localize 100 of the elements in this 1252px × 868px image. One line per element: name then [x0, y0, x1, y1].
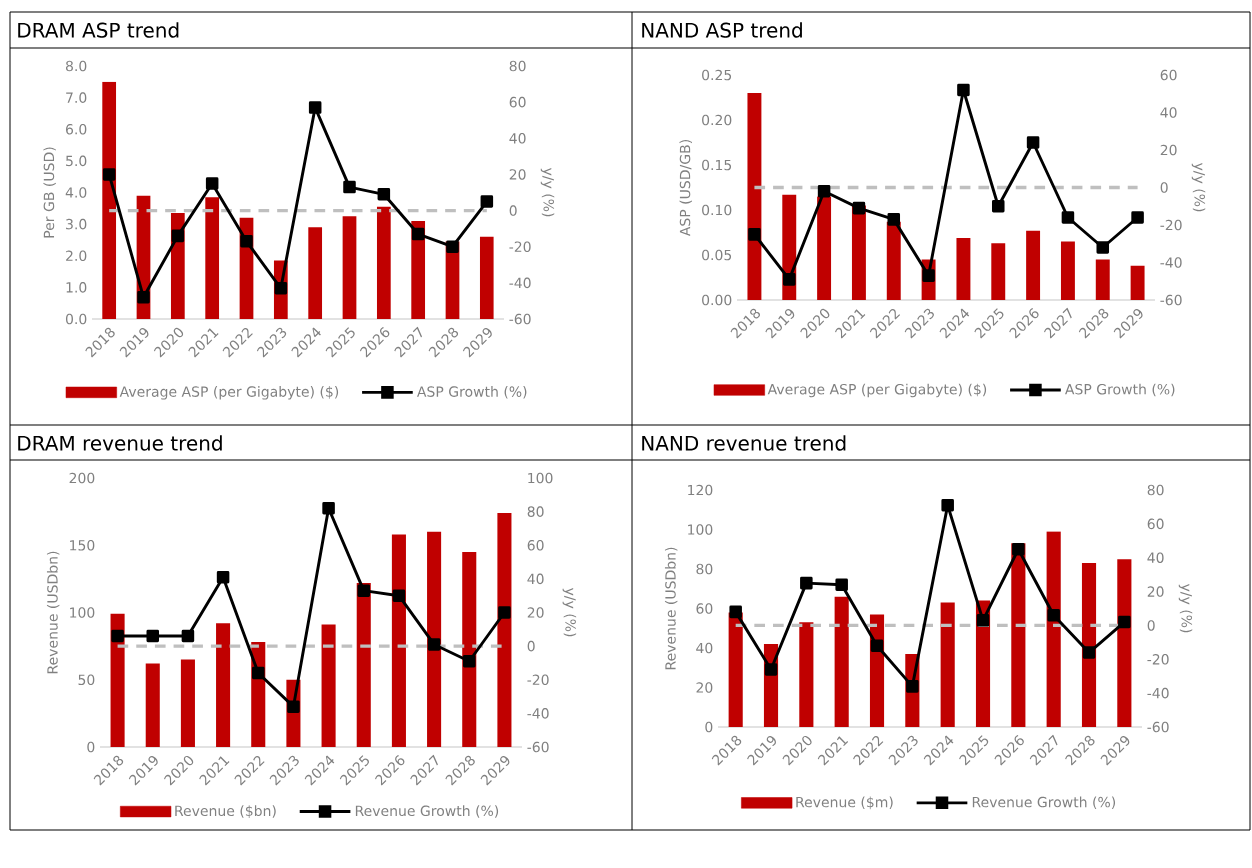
point — [181, 629, 195, 643]
bar — [391, 534, 406, 748]
point — [782, 273, 796, 286]
y2-tick-label: -40 — [527, 708, 549, 719]
point — [308, 101, 322, 114]
y2-tick-label: -20 — [527, 674, 549, 686]
y2-tick-label: 20 — [509, 169, 526, 180]
y-tick-label: 0.00 — [702, 294, 732, 306]
point — [748, 228, 761, 241]
bar — [102, 81, 117, 319]
bar — [342, 216, 357, 319]
legend-label: Average ASP (per Gigabyte) ($) — [119, 386, 339, 400]
bar — [356, 582, 371, 748]
y2-tick-label: -60 — [1147, 721, 1169, 733]
y2-tick-label: -20 — [509, 241, 531, 253]
y-tick-label: 20 — [696, 682, 713, 693]
chart-title: NAND ASP trend — [642, 22, 802, 38]
bar — [1095, 259, 1110, 301]
bar — [747, 93, 762, 301]
point — [446, 240, 459, 253]
y-tick-label: 7.0 — [66, 92, 87, 103]
point — [480, 195, 494, 208]
y2-tick-label: -60 — [509, 313, 531, 325]
y2-tick-label: -60 — [527, 741, 549, 753]
point — [498, 606, 511, 619]
chart-title: NAND revenue trend — [642, 435, 846, 451]
bar — [497, 512, 512, 748]
bar — [376, 206, 391, 319]
point — [274, 282, 288, 295]
point — [171, 229, 185, 243]
bar — [180, 659, 195, 748]
point — [322, 502, 335, 515]
bar — [216, 623, 231, 748]
bar — [308, 227, 323, 319]
legend-label: ASP Growth (%) — [416, 386, 527, 399]
bar — [145, 663, 160, 748]
y-tick-label: 0.0 — [65, 313, 87, 325]
point — [1061, 211, 1075, 224]
point — [870, 639, 884, 653]
bar — [1011, 543, 1026, 728]
y2-tick-label: 40 — [509, 133, 526, 144]
y-axis-title: Revenue (USDbn) — [664, 547, 678, 670]
point — [251, 666, 265, 680]
point — [102, 168, 116, 181]
bar — [1081, 563, 1097, 728]
point — [343, 180, 356, 194]
bar — [817, 196, 832, 301]
point — [427, 638, 441, 651]
y-tick-label: 150 — [70, 539, 95, 551]
bar — [1117, 559, 1132, 728]
point — [1026, 136, 1040, 149]
y-tick-label: 100 — [70, 607, 95, 618]
point — [357, 584, 371, 597]
point — [764, 663, 778, 676]
bar — [205, 197, 220, 319]
y2-tick-label: 0 — [509, 205, 517, 216]
y2-axis-title: y/y (%) — [562, 587, 577, 637]
y2-tick-label: -40 — [1160, 257, 1182, 268]
bar — [799, 622, 814, 728]
point — [991, 199, 1005, 213]
y2-tick-label: 0 — [1147, 620, 1155, 631]
y2-tick-label: 40 — [1147, 552, 1164, 563]
y2-axis-title: y/y (%) — [1178, 583, 1193, 633]
point — [462, 655, 476, 668]
point — [216, 570, 230, 584]
y2-tick-label: 60 — [527, 539, 544, 551]
point — [1047, 609, 1060, 622]
bar — [851, 205, 866, 301]
y2-tick-label: -40 — [509, 277, 531, 289]
bar — [956, 237, 971, 301]
point — [146, 629, 160, 643]
y-tick-label: 50 — [78, 674, 95, 686]
bar — [728, 612, 743, 728]
y-tick-label: 0.25 — [702, 69, 732, 81]
point — [111, 629, 124, 643]
y2-tick-label: -60 — [1160, 294, 1182, 306]
point — [800, 576, 813, 590]
point — [852, 201, 866, 215]
y-tick-label: 5.0 — [66, 155, 87, 167]
point — [729, 605, 742, 619]
point — [1082, 646, 1096, 659]
legend-label: Revenue ($m) — [796, 796, 893, 810]
y-tick-label: 40 — [696, 642, 713, 654]
legend-label: Revenue ($bn) — [175, 805, 276, 818]
legend-label: Revenue Growth (%) — [972, 796, 1116, 810]
bar — [1060, 241, 1075, 301]
y2-tick-label: -20 — [1147, 654, 1169, 665]
point — [887, 213, 901, 226]
point — [835, 578, 848, 592]
y-tick-label: 80 — [696, 563, 713, 575]
y-tick-label: 0 — [705, 721, 713, 733]
bar — [1130, 265, 1145, 301]
y2-tick-label: 20 — [527, 607, 544, 618]
y2-tick-label: 60 — [509, 96, 526, 108]
legend-label: ASP Growth (%) — [1065, 383, 1175, 397]
y-tick-label: 200 — [69, 472, 95, 484]
legend-label: Revenue Growth (%) — [355, 805, 499, 818]
bar — [427, 531, 442, 748]
y2-tick-label: -20 — [1160, 219, 1182, 231]
bar — [834, 596, 849, 728]
